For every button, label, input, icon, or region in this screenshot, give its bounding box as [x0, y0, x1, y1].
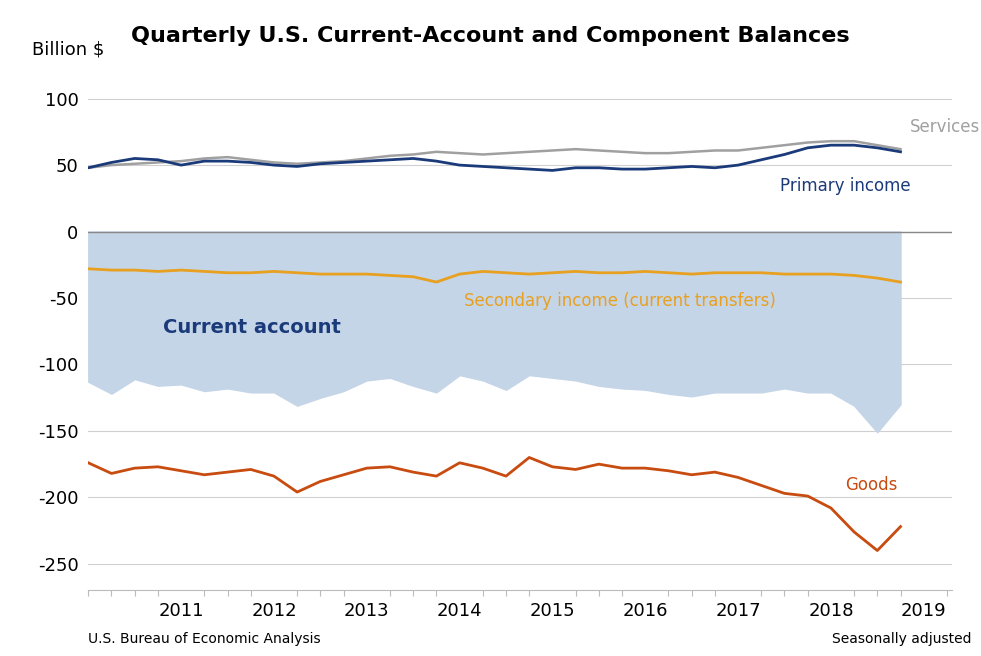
- Text: Quarterly U.S. Current-Account and Component Balances: Quarterly U.S. Current-Account and Compo…: [131, 26, 850, 46]
- Text: Services: Services: [909, 117, 980, 136]
- Text: Current account: Current account: [163, 318, 340, 337]
- Text: Primary income: Primary income: [780, 177, 910, 195]
- Text: Secondary income (current transfers): Secondary income (current transfers): [464, 292, 776, 310]
- Text: Seasonally adjusted: Seasonally adjusted: [832, 632, 971, 646]
- Text: Billion $: Billion $: [32, 40, 105, 58]
- Text: U.S. Bureau of Economic Analysis: U.S. Bureau of Economic Analysis: [88, 632, 321, 646]
- Text: Goods: Goods: [845, 476, 898, 495]
